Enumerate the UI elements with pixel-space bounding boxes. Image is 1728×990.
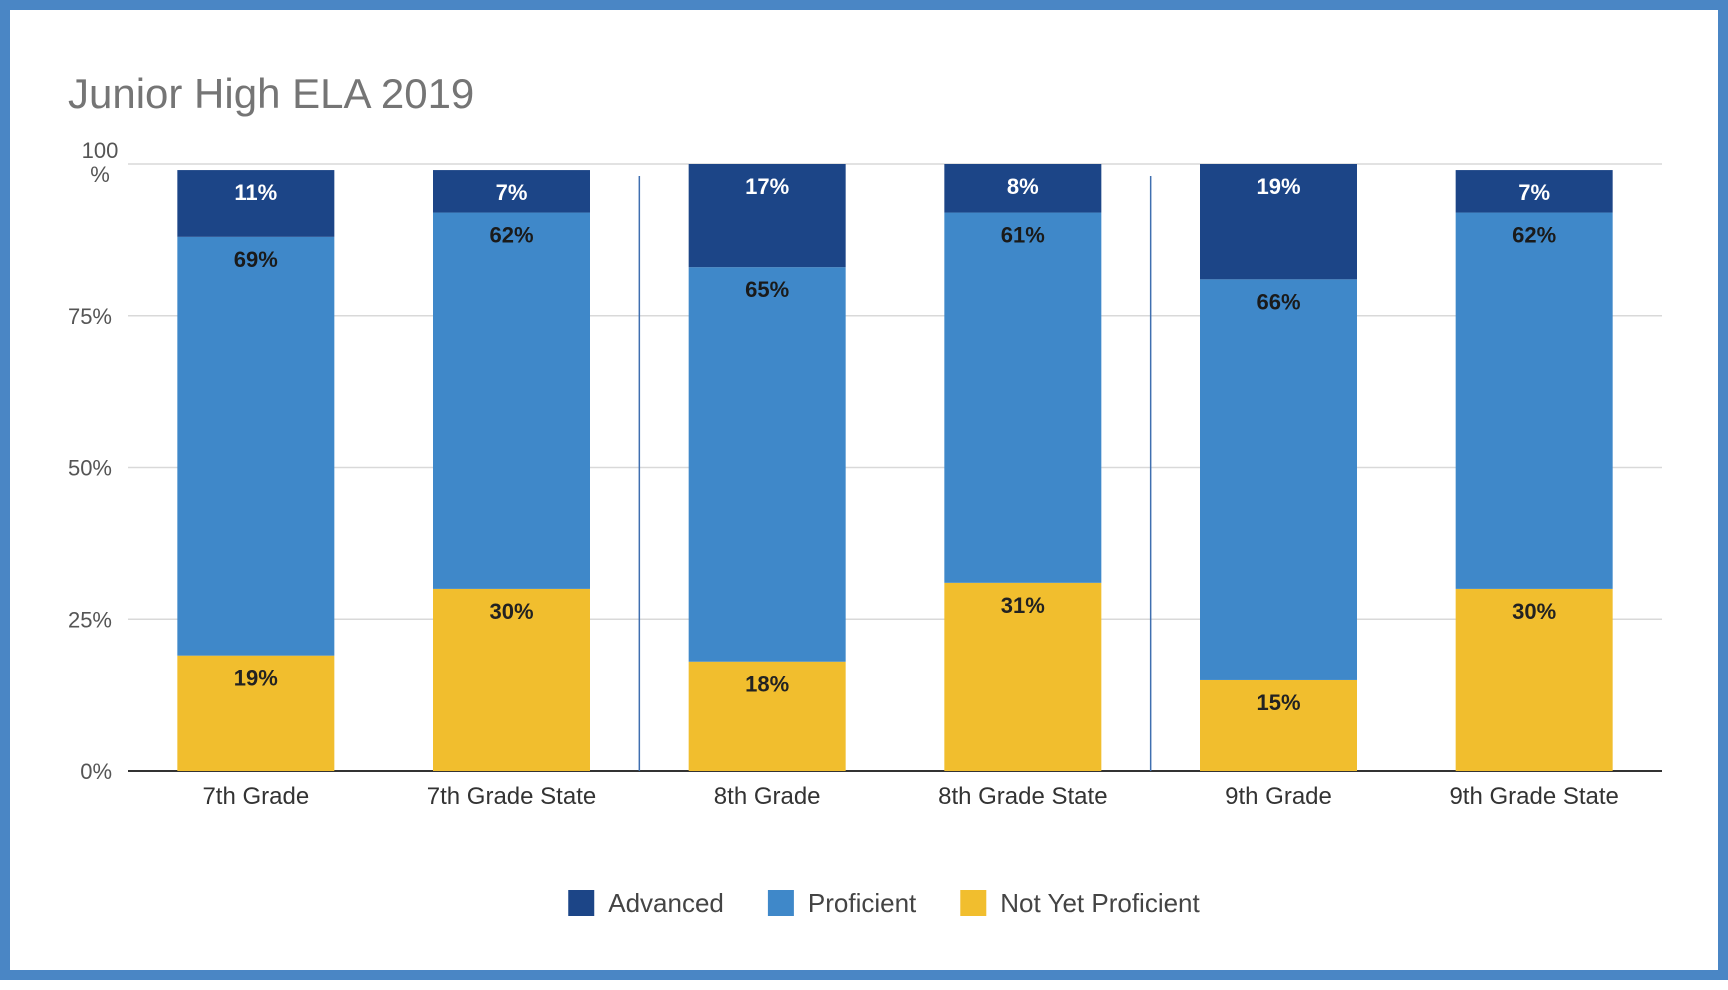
bar-segment-not-yet-proficient	[177, 655, 335, 771]
bar-segment-not-yet-proficient	[944, 582, 1102, 771]
legend-swatch-advanced	[568, 890, 595, 916]
data-label: 11%	[234, 180, 277, 205]
data-label: 61%	[1001, 223, 1045, 248]
bar-segment-not-yet-proficient	[1455, 588, 1613, 771]
legend-label: Advanced	[608, 888, 724, 918]
y-tick-label: 50%	[68, 456, 112, 481]
data-label: 30%	[1512, 599, 1556, 624]
y-tick-label: 100	[82, 138, 119, 163]
bar-segment-advanced	[433, 170, 590, 213]
bar-segment-proficient	[1455, 212, 1613, 589]
bar-segment-proficient	[433, 212, 590, 589]
category-label: 8th Grade State	[938, 783, 1107, 810]
y-tick-label: 75%	[68, 304, 112, 329]
y-tick-label: 25%	[68, 607, 112, 632]
category-label: 7th Grade	[202, 783, 309, 810]
data-label: 30%	[489, 599, 533, 624]
bar-segment-advanced	[944, 164, 1102, 213]
chart-title: Junior High ELA 2019	[68, 70, 475, 117]
legend-label: Not Yet Proficient	[1000, 888, 1200, 918]
data-label: 69%	[234, 247, 278, 272]
legend-swatch-proficient	[767, 890, 794, 916]
data-label: 65%	[745, 277, 789, 302]
data-label: 31%	[1001, 593, 1045, 618]
bar-segment-advanced	[177, 170, 335, 237]
y-tick-label: %	[90, 162, 110, 187]
data-label: 62%	[489, 223, 533, 248]
bar-segment-proficient	[688, 267, 846, 662]
category-label: 8th Grade	[714, 783, 821, 810]
data-label: 18%	[745, 672, 789, 697]
bar-segment-proficient	[1200, 279, 1357, 680]
data-label: 62%	[1512, 223, 1556, 248]
data-label: 7%	[496, 180, 528, 205]
category-label: 7th Grade State	[427, 783, 596, 810]
bar-segment-proficient	[177, 236, 335, 656]
category-label: 9th Grade State	[1449, 783, 1618, 810]
data-label: 19%	[234, 666, 278, 691]
bar-segment-not-yet-proficient	[1200, 679, 1357, 771]
bar-segment-not-yet-proficient	[433, 588, 590, 771]
category-label: 9th Grade	[1225, 783, 1332, 810]
data-label: 7%	[1518, 180, 1550, 205]
data-label: 66%	[1256, 289, 1300, 314]
bar-segment-proficient	[944, 212, 1102, 583]
data-label: 15%	[1256, 690, 1300, 715]
chart-svg: 0% 25% 50% 75% 100% 19% 69% 11% 7th Grade 30% 62% 7…	[68, 138, 1662, 918]
bar-segment-advanced	[1455, 170, 1613, 213]
bar-segment-advanced	[688, 164, 846, 268]
data-label: 8%	[1007, 174, 1039, 199]
y-tick-label: 0%	[80, 759, 112, 784]
data-label: 17%	[745, 174, 789, 199]
legend-swatch-not-yet-proficient	[960, 890, 987, 916]
data-label: 19%	[1256, 174, 1300, 199]
bar-segment-advanced	[1200, 164, 1357, 280]
bar-segment-not-yet-proficient	[688, 661, 846, 771]
legend-label: Proficient	[808, 888, 917, 918]
